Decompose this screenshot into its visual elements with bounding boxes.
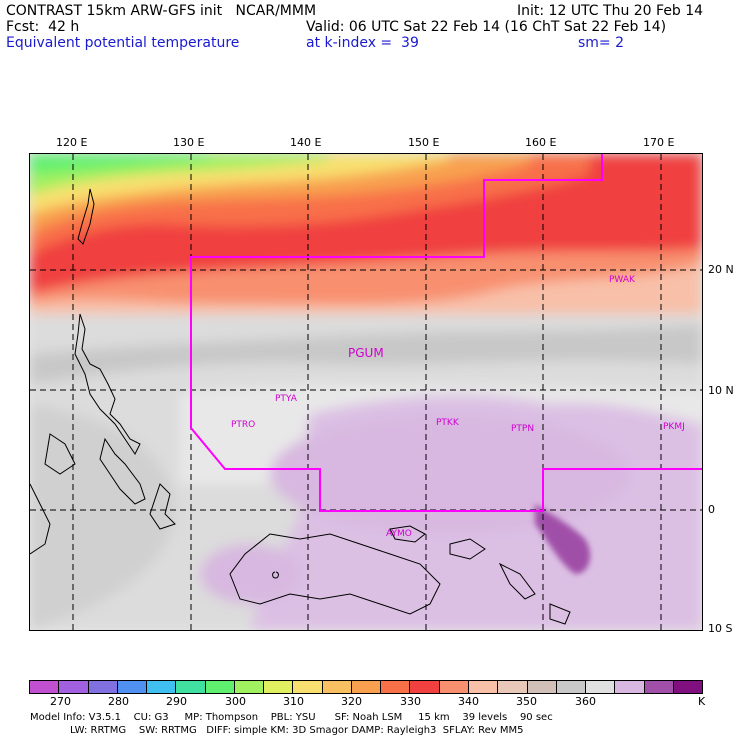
station-label: AYMO [386,529,412,539]
colorbar-label: 360 [575,695,596,708]
station-label: PTRO [231,420,256,430]
colorbar-swatch [527,681,557,693]
colorbar-swatch [322,681,352,693]
colorbar-swatch [673,681,703,693]
station-label: PGUM [348,346,384,360]
colorbar-swatch [586,681,616,693]
colorbar-swatch [410,681,440,693]
fir-boundary [190,154,702,512]
colorbar-swatch [147,681,177,693]
station-label: PKMJ [663,422,685,432]
coastlines [30,188,571,625]
theta-e-map: PGUM PWAK PTYA PTRO PTKK PTPN PKMJ AYMO [29,153,703,631]
colorbar-swatch [30,681,60,693]
colorbar-swatch [468,681,499,693]
colorbar-label: 310 [283,695,304,708]
colorbar-swatch [176,681,206,693]
forecast-hour: Fcst: 42 h [6,19,80,35]
station-label: PWAK [609,275,635,285]
colorbar-label: 280 [108,695,129,708]
lon-label-170: 170 E [643,136,675,149]
colorbar-swatch [234,681,265,693]
field-name: Equivalent potential temperature [6,35,240,51]
colorbar-label: 270 [50,695,71,708]
colorbar-swatch [293,681,323,693]
colorbar-label: 350 [516,695,537,708]
colorbar-swatch [205,681,235,693]
model-info-line1: Model Info: V3.5.1 CU: G3 MP: Thompson P… [30,712,553,723]
lon-label-150: 150 E [408,136,440,149]
lat-label-10s: 10 S [708,622,733,635]
colorbar-label: 320 [341,695,362,708]
lon-label-160: 160 E [525,136,557,149]
colorbar-label: 300 [225,695,246,708]
colorbar-swatch [498,681,528,693]
colorbar [29,680,703,694]
lat-label-10n: 10 N [708,384,734,397]
colorbar-unit: K [698,695,706,708]
lon-label-130: 130 E [173,136,205,149]
lon-label-120: 120 E [56,136,88,149]
lon-label-140: 140 E [290,136,322,149]
smoothing-info: sm= 2 [578,35,625,51]
colorbar-swatch [556,681,587,693]
station-label: PTYA [275,394,297,404]
colorbar-swatch [381,681,411,693]
colorbar-swatch [351,681,382,693]
lat-label-20n: 20 N [708,263,734,276]
station-label: PTPN [511,424,535,434]
colorbar-swatch [59,681,89,693]
model-info-line2: LW: RRTMG SW: RRTMG DIFF: simple KM: 3D … [70,725,524,736]
colorbar-swatch [88,681,118,693]
init-time: Init: 12 UTC Thu 20 Feb 14 [517,3,704,19]
valid-time: Valid: 06 UTC Sat 22 Feb 14 (16 ChT Sat … [306,19,667,35]
colorbar-label: 290 [166,695,187,708]
level-info: at k-index = 39 [306,35,419,51]
colorbar-swatch [615,681,645,693]
colorbar-swatch [264,681,294,693]
station-label: PTKK [436,418,459,428]
colorbar-label: 340 [458,695,479,708]
colorbar-swatch [644,681,674,693]
model-title: CONTRAST 15km ARW-GFS init NCAR/MMM [6,3,317,19]
lat-label-0: 0 [708,503,715,516]
colorbar-swatch [439,681,469,693]
colorbar-label: 330 [400,695,421,708]
colorbar-swatch [117,681,148,693]
